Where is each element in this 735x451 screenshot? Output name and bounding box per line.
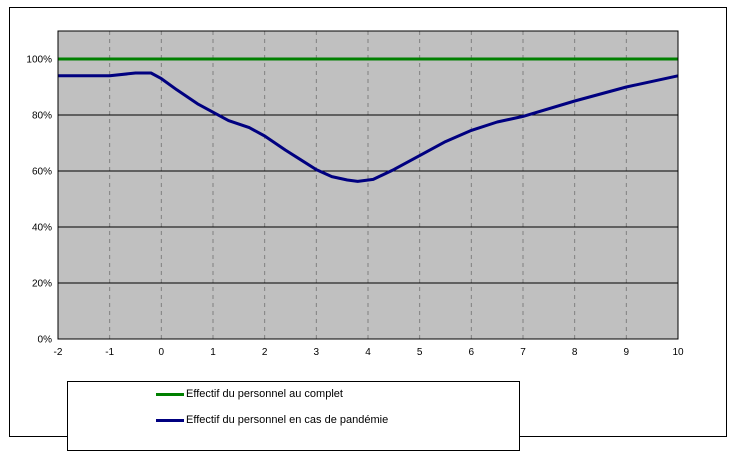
x-axis-ticks: -2 -1 0 1 2 3 4 5 6 7 8 9 10	[54, 347, 684, 358]
x-tick-label: 1	[210, 347, 216, 358]
x-tick-label: -2	[54, 347, 63, 358]
y-tick-label: 60%	[32, 167, 52, 178]
x-tick-label: -1	[105, 347, 114, 358]
y-axis-ticks: 0% 20% 40% 60% 80% 100%	[26, 55, 52, 346]
x-tick-label: 8	[572, 347, 578, 358]
x-tick-label: 6	[469, 347, 475, 358]
legend-label-pandemic-staff: Effectif du personnel en cas de pandémie	[186, 414, 389, 426]
y-tick-label: 100%	[26, 55, 52, 66]
legend-item-full-staff: Effectif du personnel au complet	[156, 386, 343, 402]
legend: Effectif du personnel au complet Effecti…	[67, 381, 520, 451]
x-tick-label: 2	[262, 347, 268, 358]
x-tick-label: 9	[624, 347, 630, 358]
x-tick-label: 7	[520, 347, 526, 358]
legend-label-full-staff: Effectif du personnel au complet	[186, 388, 343, 400]
legend-item-pandemic-staff: Effectif du personnel en cas de pandémie	[156, 412, 388, 428]
series-lines	[58, 57, 679, 183]
series-line-1	[58, 71, 679, 183]
chart-frame: 0% 20% 40% 60% 80% 100% -2 -1 0 1 2 3 4 5 6 7 8 9 10 Effe…	[9, 7, 727, 451]
y-tick-label: 80%	[32, 111, 52, 122]
y-tick-label: 40%	[32, 223, 52, 234]
legend-swatch-pandemic-staff	[156, 418, 184, 422]
y-tick-label: 0%	[38, 335, 53, 346]
x-tick-label: 5	[417, 347, 423, 358]
x-tick-label: 4	[365, 347, 371, 358]
plot-border	[57, 30, 679, 340]
y-tick-label: 20%	[32, 279, 52, 290]
legend-swatch-full-staff	[156, 392, 184, 396]
x-tick-label: 10	[672, 347, 684, 358]
line-chart: 0% 20% 40% 60% 80% 100% -2 -1 0 1 2 3 4 5 6 7 8 9 10	[26, 30, 684, 358]
x-tick-label: 0	[159, 347, 165, 358]
x-tick-label: 3	[314, 347, 320, 358]
